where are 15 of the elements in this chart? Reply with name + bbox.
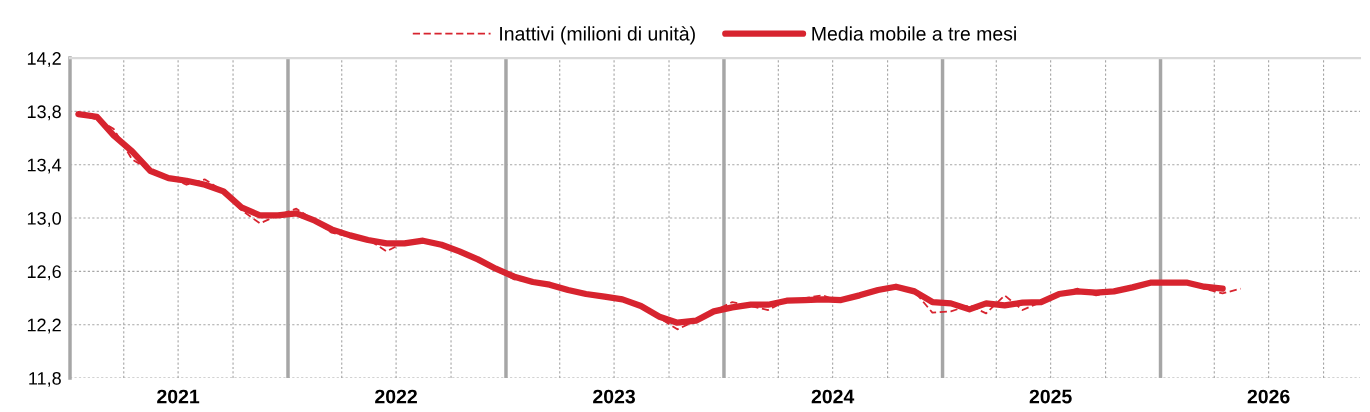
y-tick-label: 13,4 [27,158,62,174]
legend-label: Inattivi (milioni di unità) [500,26,695,45]
x-tick-label: 2023 [593,389,635,404]
y-tick-label: 11,8 [29,371,61,387]
y-tick-label: 13,8 [27,105,61,121]
legend-label: Media mobile a tre mesi [812,26,1016,41]
x-tick-label: 2024 [811,389,855,404]
y-tick-label: 14,2 [27,52,61,67]
y-tick-label: 13,0 [27,211,61,227]
y-tick-label: 12,2 [27,318,61,334]
x-tick-label: 2021 [157,389,200,404]
x-tick-label: 2022 [375,389,417,404]
x-tick-label: 2025 [1029,389,1072,404]
y-tick-label: 12,6 [27,265,61,281]
x-tick-label: 2026 [1247,389,1290,404]
